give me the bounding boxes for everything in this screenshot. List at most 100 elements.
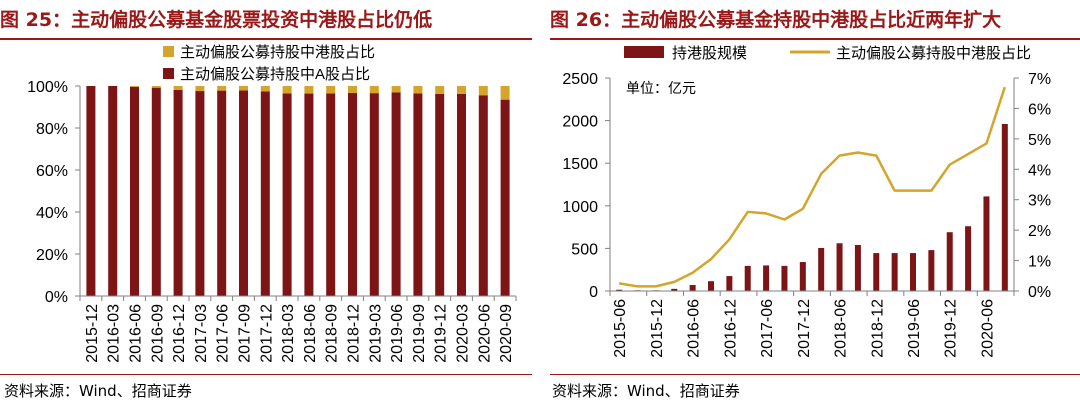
bar-hk-holdings [983,196,990,291]
title-divider [550,38,1080,40]
y-tick-label: 40% [36,205,68,222]
x-tick-label: 2017-12 [258,304,275,363]
unit-label: 单位：亿元 [626,80,696,96]
bar-a-share [195,91,205,296]
x-tick-label: 2017-12 [796,299,813,358]
bar-hk-share [195,86,205,92]
x-tick-label: 2017-06 [215,304,232,363]
x-tick-label: 2018-12 [346,304,363,363]
bar-hk-share [413,86,423,94]
bar-hk-share [282,86,292,94]
bar-a-share [435,93,445,296]
x-tick-label: 2018-06 [302,304,319,363]
bar-a-share [369,93,379,296]
bar-a-share [304,93,314,296]
bar-hk-holdings [836,243,843,291]
bar-hk-holdings [965,226,972,291]
bar-hk-share [239,86,248,91]
figure-25-source: 资料来源：Wind、招商证券 [4,382,192,400]
legend-label: 持港股规模 [672,45,747,62]
right-tick-label: 6% [1028,101,1051,118]
figure-26-title-text: 主动偏股公募基金持股中港股占比近两年扩大 [621,9,1002,31]
source-divider [0,374,532,375]
bar-a-share [239,90,248,296]
right-tick-label: 5% [1028,132,1051,149]
bar-hk-holdings [818,247,825,291]
x-tick-label: 2015-06 [612,299,629,358]
bar-a-share [260,91,270,297]
bar-hk-share [151,86,161,88]
bar-a-share [413,93,423,296]
x-tick-label: 2019-12 [433,304,450,363]
bar-a-share [282,93,292,296]
figure-25-title: 图 25：主动偏股公募基金股票投资中港股占比仍低 [0,6,432,34]
legend-label: 主动偏股公募持股中港股占比 [180,44,375,61]
left-tick-label: 2500 [562,71,598,88]
bar-hk-holdings [708,281,714,291]
x-tick-label: 2020-06 [476,304,493,363]
right-tick-label: 0% [1028,284,1051,301]
figure-26-source: 资料来源：Wind、招商证券 [552,382,740,400]
bar-hk-holdings [744,265,751,291]
legend-label: 主动偏股公募持股中A股占比 [180,66,370,83]
bar-hk-share [500,86,510,100]
y-tick-label: 80% [36,121,68,138]
x-tick-label: 2020-06 [979,299,996,358]
source-divider [550,374,1080,375]
legend-swatch [163,46,174,57]
x-tick-label: 2018-12 [869,299,886,358]
bar-hk-holdings [1001,124,1008,292]
bar-hk-holdings [910,253,916,291]
bar-a-share [348,92,357,297]
bar-a-share [478,95,488,297]
bar-hk-holdings [891,253,898,291]
x-tick-label: 2016-09 [149,304,166,363]
bar-hk-share [326,86,336,94]
x-tick-label: 2015-12 [649,299,666,358]
bar-hk-share [391,86,401,93]
left-tick-label: 1500 [562,156,598,173]
x-tick-label: 2016-03 [106,304,123,363]
x-tick-label: 2015-12 [84,304,101,363]
title-divider [0,38,532,40]
figure-26-title: 图 26：主动偏股公募基金持股中港股占比近两年扩大 [550,6,1001,34]
figure-25-panel: 图 25：主动偏股公募基金股票投资中港股占比仍低 主动偏股公募持股中港股占比 主动… [0,6,532,400]
x-tick-label: 2017-03 [193,304,210,363]
y-tick-label: 60% [36,163,68,180]
x-tick-label: 2020-09 [498,304,515,363]
right-tick-label: 7% [1028,71,1051,88]
bar-hk-share [173,86,183,90]
y-tick-label: 100% [27,79,68,96]
x-tick-label: 2017-09 [237,304,254,363]
bar-a-share [173,89,183,296]
figure-25-title-text: 主动偏股公募基金股票投资中港股占比仍低 [71,9,433,31]
right-tick-label: 2% [1028,223,1051,240]
bar-hk-share [369,86,379,94]
y-tick-label: 20% [36,247,68,264]
bar-a-share [500,99,510,297]
figure-26-label: 图 26： [550,9,622,31]
left-tick-label: 2000 [562,114,598,131]
bar-a-share [391,92,401,296]
legend-swatch [624,46,664,58]
x-tick-label: 2019-12 [943,299,960,358]
bar-hk-share [457,86,466,94]
bar-hk-share [435,86,445,94]
bar-a-share [86,86,96,296]
x-tick-label: 2018-06 [833,299,850,358]
bar-hk-share [217,86,227,91]
bar-hk-holdings [616,289,623,291]
bar-a-share [151,87,161,297]
bar-hk-holdings [671,288,678,291]
bar-hk-holdings [873,253,880,291]
x-tick-label: 2019-06 [389,304,406,363]
x-tick-label: 2018-09 [324,304,341,363]
bar-hk-share [478,86,488,96]
x-tick-label: 2019-03 [367,304,384,363]
bar-hk-holdings [763,265,770,291]
figure-25-label: 图 25： [0,9,72,31]
bar-hk-holdings [781,265,788,291]
y-tick-label: 0% [45,289,68,306]
bar-a-share [130,86,139,296]
